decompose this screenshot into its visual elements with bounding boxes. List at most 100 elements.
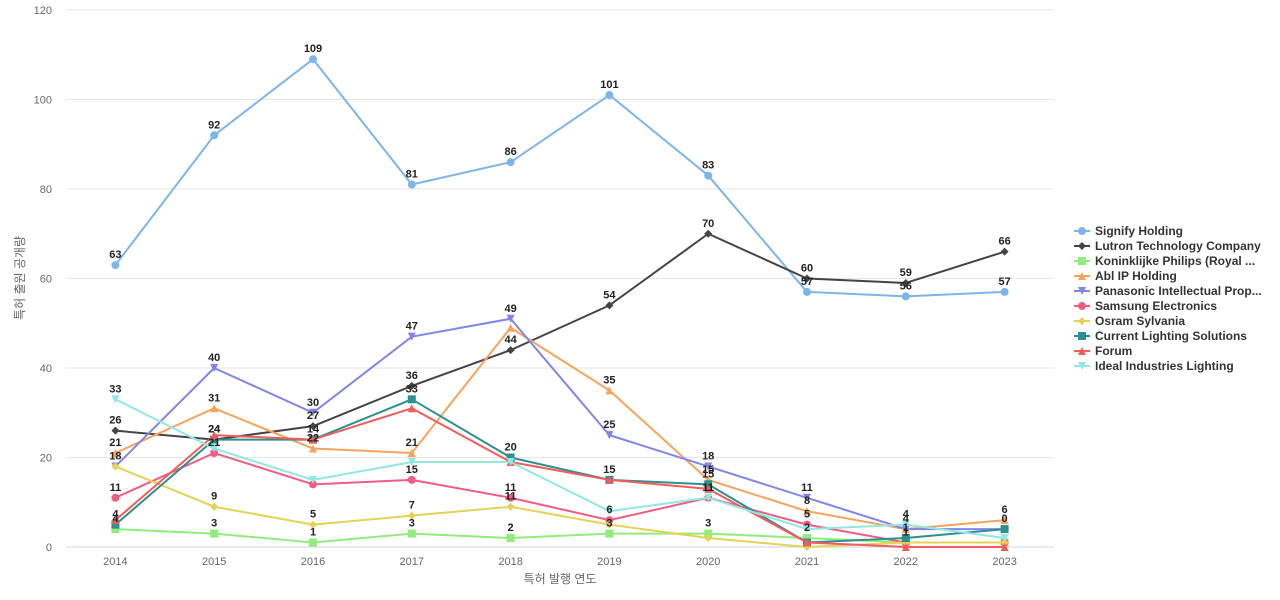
data-point[interactable] (704, 171, 713, 180)
data-point[interactable] (605, 507, 614, 516)
data-point[interactable] (1000, 534, 1009, 543)
data-point[interactable] (704, 484, 713, 493)
data-point[interactable] (803, 507, 811, 516)
data-point[interactable] (901, 543, 910, 551)
data-point[interactable] (506, 453, 515, 462)
data-point[interactable] (210, 131, 219, 140)
data-point[interactable] (605, 516, 614, 525)
data-point[interactable] (407, 449, 416, 458)
legend-item-lutron-technology-company[interactable]: Lutron Technology Company (1074, 239, 1261, 253)
data-point[interactable] (309, 55, 317, 64)
legend-marker[interactable] (1078, 287, 1086, 295)
legend-marker[interactable] (1078, 272, 1086, 280)
data-point[interactable] (111, 261, 120, 270)
data-point[interactable] (111, 525, 120, 534)
data-point[interactable] (309, 435, 317, 444)
data-point[interactable] (407, 511, 416, 520)
legend-item-abl-ip-holding[interactable]: Abl IP Holding (1074, 269, 1177, 283)
legend-item-ideal-industries-lighting[interactable]: Ideal Industries Lighting (1074, 359, 1234, 373)
data-point[interactable] (210, 404, 219, 413)
legend-marker[interactable] (1078, 227, 1086, 235)
data-point[interactable] (407, 395, 416, 404)
data-point[interactable] (111, 449, 120, 458)
data-point[interactable] (1000, 287, 1009, 296)
data-point[interactable] (407, 529, 416, 538)
data-point[interactable] (506, 534, 515, 543)
data-point[interactable] (407, 404, 416, 413)
data-point[interactable] (111, 520, 120, 529)
legend-marker[interactable] (1078, 332, 1086, 340)
legend-marker[interactable] (1078, 257, 1086, 265)
data-point[interactable] (605, 91, 614, 100)
data-point[interactable] (309, 480, 317, 489)
data-point[interactable] (901, 278, 910, 287)
data-point[interactable] (407, 332, 416, 341)
data-point[interactable] (210, 502, 219, 511)
data-point[interactable] (901, 534, 910, 543)
data-point[interactable] (1000, 543, 1009, 551)
legend-item-osram-sylvania[interactable]: Osram Sylvania (1074, 314, 1185, 328)
legend-item-koninklijke-philips-royal[interactable]: Koninklijke Philips (Royal ... (1074, 254, 1255, 268)
data-point[interactable] (111, 493, 120, 502)
data-point[interactable] (407, 475, 416, 484)
data-point[interactable] (506, 457, 515, 466)
data-point[interactable] (210, 444, 219, 453)
data-point[interactable] (803, 274, 811, 283)
data-point[interactable] (1000, 525, 1009, 534)
legend-marker[interactable] (1078, 347, 1086, 355)
data-point[interactable] (605, 301, 614, 310)
data-point[interactable] (1000, 247, 1009, 256)
data-point[interactable] (506, 314, 515, 323)
data-point[interactable] (309, 520, 317, 529)
data-point[interactable] (704, 534, 713, 543)
data-point[interactable] (605, 520, 614, 529)
data-point[interactable] (1000, 538, 1009, 547)
data-point[interactable] (506, 158, 515, 167)
data-point[interactable] (605, 529, 614, 538)
legend-marker[interactable] (1078, 317, 1086, 325)
data-point[interactable] (803, 287, 811, 296)
data-point[interactable] (1000, 516, 1009, 525)
legend-item-current-lighting-solutions[interactable]: Current Lighting Solutions (1074, 329, 1247, 343)
data-point[interactable] (111, 395, 120, 404)
data-point[interactable] (407, 457, 416, 466)
data-point[interactable] (605, 431, 614, 440)
data-point[interactable] (704, 529, 713, 538)
data-point[interactable] (605, 475, 614, 484)
data-point[interactable] (210, 435, 219, 444)
data-point[interactable] (605, 386, 614, 395)
data-point[interactable] (309, 538, 317, 547)
legend-marker[interactable] (1078, 242, 1086, 250)
data-point[interactable] (111, 516, 120, 525)
data-point[interactable] (210, 529, 219, 538)
legend-marker[interactable] (1078, 302, 1086, 310)
data-point[interactable] (111, 462, 120, 471)
data-point[interactable] (704, 480, 713, 489)
data-point[interactable] (704, 462, 713, 471)
legend-item-panasonic-intellectual-prop[interactable]: Panasonic Intellectual Prop... (1074, 284, 1262, 298)
data-point[interactable] (506, 323, 515, 332)
data-point[interactable] (901, 525, 910, 534)
data-point[interactable] (506, 493, 515, 502)
data-point[interactable] (309, 475, 317, 484)
data-point[interactable] (704, 229, 713, 238)
data-point[interactable] (210, 364, 219, 372)
data-point[interactable] (901, 292, 910, 301)
legend-item-forum[interactable]: Forum (1074, 344, 1132, 358)
data-point[interactable] (309, 408, 317, 417)
data-point[interactable] (210, 449, 219, 458)
data-point[interactable] (111, 426, 120, 435)
data-point[interactable] (309, 422, 317, 431)
data-point[interactable] (803, 525, 811, 534)
data-point[interactable] (704, 493, 713, 502)
data-point[interactable] (309, 444, 317, 453)
data-point[interactable] (901, 520, 910, 529)
data-point[interactable] (803, 534, 811, 543)
data-point[interactable] (803, 493, 811, 502)
data-point[interactable] (506, 346, 515, 355)
data-point[interactable] (803, 538, 811, 547)
data-point[interactable] (407, 180, 416, 189)
data-point[interactable] (210, 431, 219, 440)
legend-marker[interactable] (1078, 362, 1086, 370)
data-point[interactable] (407, 381, 416, 390)
